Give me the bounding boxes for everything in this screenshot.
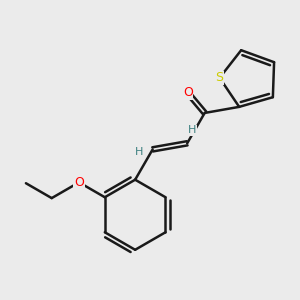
Text: O: O [183,86,193,99]
Text: H: H [135,147,143,157]
Text: H: H [188,125,196,135]
Text: O: O [74,176,84,189]
Text: S: S [216,71,224,84]
